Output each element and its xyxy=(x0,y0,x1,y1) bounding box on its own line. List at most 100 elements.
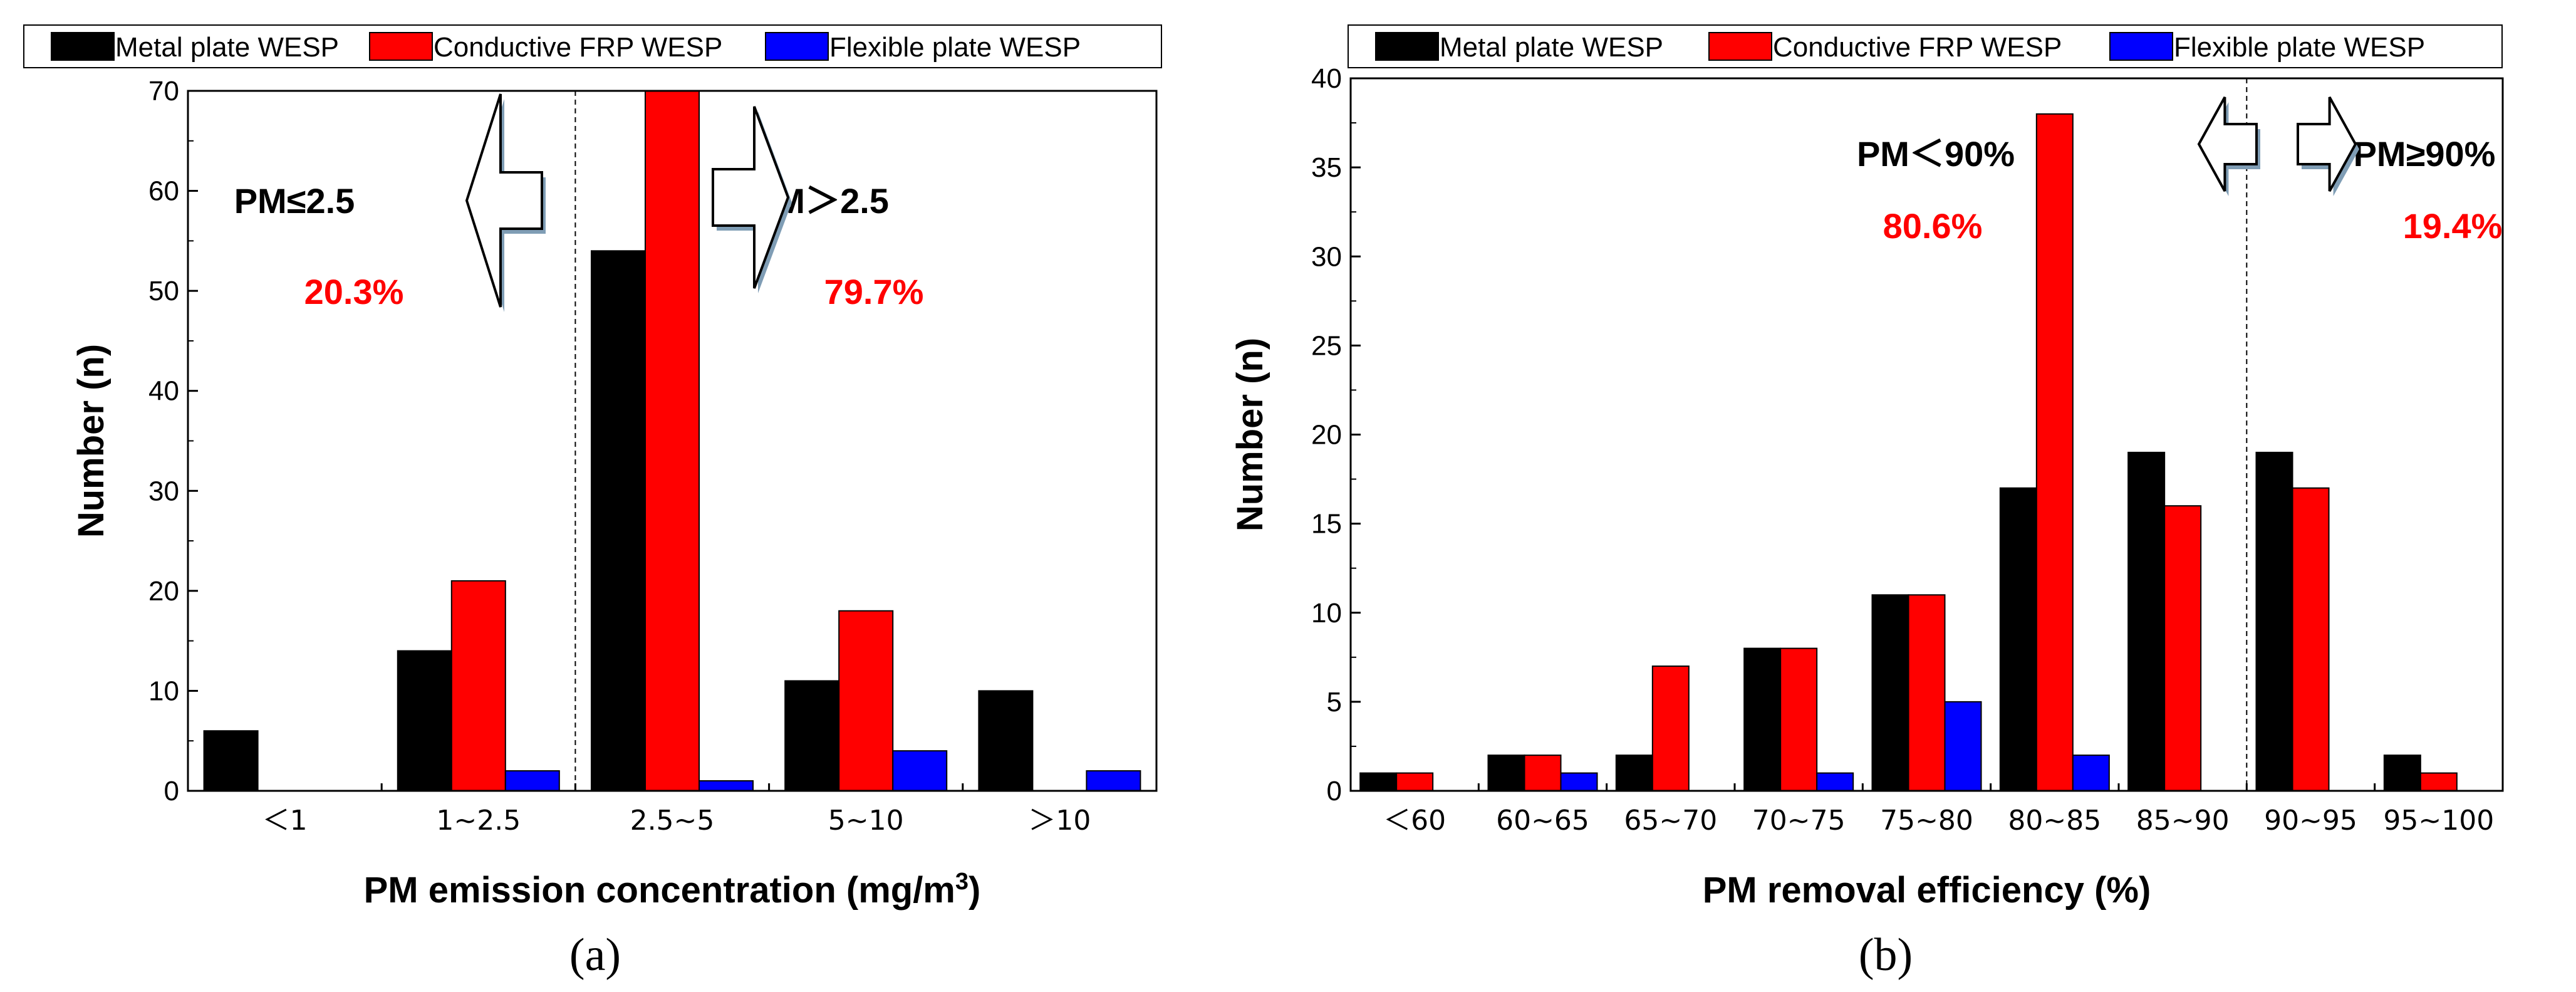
arrow-right-icon xyxy=(2297,97,2357,192)
bar-1-1-6 xyxy=(2164,505,2202,791)
annotation-left-percent: 20.3% xyxy=(304,272,404,311)
y-tick-label: 20 xyxy=(1311,420,1342,451)
legend-label-0: Metal plate WESP xyxy=(1440,32,1663,63)
bar-0-0-0 xyxy=(203,730,259,792)
y-tick-label: 30 xyxy=(148,476,179,506)
x-tick-label: 1~2.5 xyxy=(436,805,521,837)
arrow-right-icon xyxy=(712,106,790,289)
x-tick-label: ＜1 xyxy=(262,805,308,837)
bar-1-1-0 xyxy=(1396,772,1434,791)
y-tick-label: 0 xyxy=(1327,776,1342,807)
y-tick-label: 5 xyxy=(1327,687,1342,718)
bar-0-2-4 xyxy=(1086,770,1141,791)
x-tick-label: ＞10 xyxy=(1028,805,1091,837)
x-axis-label-text: PM emission concentration (mg/m xyxy=(364,870,955,911)
bar-1-1-1 xyxy=(1524,754,1562,792)
bar-0-1-2 xyxy=(645,90,700,791)
y-tick-label: 10 xyxy=(148,676,179,706)
legend-label-2: Flexible plate WESP xyxy=(2174,32,2425,63)
legend-label-2: Flexible plate WESP xyxy=(829,32,1081,63)
y-tick-label: 70 xyxy=(148,76,179,107)
x-tick-label: 80~85 xyxy=(2008,805,2101,837)
annotation-right-label: PM≥90% xyxy=(2354,134,2496,174)
y-axis-label: Number (n) xyxy=(71,344,112,538)
bar-0-0-4 xyxy=(978,690,1034,792)
bar-1-0-5 xyxy=(1999,487,2037,792)
y-tick-label: 30 xyxy=(1311,241,1342,272)
panel-caption: (b) xyxy=(1859,929,1913,981)
bar-1-0-4 xyxy=(1871,594,1909,791)
arrow-left-icon xyxy=(2197,97,2258,192)
x-tick-label: 5~10 xyxy=(828,805,904,837)
bar-0-0-2 xyxy=(591,250,646,792)
x-tick-label: 2.5~5 xyxy=(630,805,715,837)
x-axis-label-text: PM removal efficiency (%) xyxy=(1703,870,2151,911)
bar-0-1-3 xyxy=(838,610,894,791)
annotation-left-label: PM＜90% xyxy=(1857,134,2015,174)
bar-1-0-1 xyxy=(1487,754,1525,792)
x-tick-label: 90~95 xyxy=(2264,805,2357,837)
bar-1-2-1 xyxy=(1560,772,1598,791)
y-tick-label: 25 xyxy=(1311,330,1342,361)
legend-label-1: Conductive FRP WESP xyxy=(1773,32,2062,63)
legend-label-1: Conductive FRP WESP xyxy=(434,32,722,63)
annotation-right-percent: 19.4% xyxy=(2403,206,2503,246)
bar-1-0-2 xyxy=(1615,754,1653,792)
x-tick-label: 85~90 xyxy=(2136,805,2230,837)
y-tick-label: 50 xyxy=(148,276,179,306)
panel-caption: (a) xyxy=(569,929,621,981)
y-tick-label: 15 xyxy=(1311,509,1342,540)
y-tick-label: 40 xyxy=(148,376,179,407)
y-axis-label: Number (n) xyxy=(1230,338,1270,531)
chart-a: 0 10 20 30 40 50 60 70 ＜1 1~2.5 2.5~5 5~10 ＞10 Number… xyxy=(23,24,1162,981)
bar-0-2-2 xyxy=(699,780,754,791)
bar-1-1-4 xyxy=(1908,594,1946,791)
bar-1-2-5 xyxy=(2072,754,2110,792)
y-tick-label: 35 xyxy=(1311,152,1342,183)
x-axis-label-end: ) xyxy=(969,870,980,911)
x-tick-label: 65~70 xyxy=(1624,805,1717,837)
legend-swatch-0 xyxy=(51,32,115,61)
y-tick-label: 0 xyxy=(164,776,179,807)
bar-1-1-7 xyxy=(2292,487,2330,792)
legend-box xyxy=(1348,24,2503,68)
legend-swatch-2 xyxy=(2109,32,2173,61)
legend-swatch-1 xyxy=(369,32,433,61)
y-tick-label: 10 xyxy=(1311,598,1342,629)
annotation-left-percent: 80.6% xyxy=(1883,206,1983,246)
legend-box xyxy=(23,24,1162,68)
bar-0-2-1 xyxy=(504,770,560,791)
bar-1-2-3 xyxy=(1816,772,1854,791)
legend-swatch-0 xyxy=(1375,32,1439,61)
x-tick-label: ＜60 xyxy=(1383,805,1446,837)
bar-0-1-1 xyxy=(450,580,506,792)
annotation-right-percent: 79.7% xyxy=(824,272,924,311)
bar-1-0-3 xyxy=(1743,647,1782,791)
x-tick-label: 95~100 xyxy=(2383,805,2494,837)
bar-1-0-0 xyxy=(1359,772,1398,791)
bar-0-2-3 xyxy=(892,750,948,791)
x-tick-label: 75~80 xyxy=(1880,805,1973,837)
y-tick-label: 40 xyxy=(1311,63,1342,94)
x-axis-label: PM removal efficiency (%) xyxy=(1703,870,2151,911)
bar-0-0-1 xyxy=(397,650,452,791)
y-tick-label: 20 xyxy=(148,576,179,607)
annotation-left-label: PM≤2.5 xyxy=(234,181,355,221)
arrow-left-icon xyxy=(465,93,543,308)
bar-1-1-8 xyxy=(2419,772,2458,791)
bar-1-0-7 xyxy=(2255,451,2293,791)
bar-1-2-4 xyxy=(1944,701,1982,791)
chart-b: 0 5 10 15 20 25 30 35 40 ＜60 60~65 65~70 70~75 75~80 8… xyxy=(1230,24,2504,981)
bar-0-0-3 xyxy=(784,680,840,791)
x-tick-label: 70~75 xyxy=(1752,805,1846,837)
bar-1-0-8 xyxy=(2383,754,2421,792)
y-tick-label: 60 xyxy=(148,176,179,207)
x-tick-label: 60~65 xyxy=(1496,805,1589,837)
bar-1-1-5 xyxy=(2035,113,2074,792)
bar-1-1-2 xyxy=(1651,666,1690,792)
x-axis-label-sup: 3 xyxy=(955,869,969,895)
legend-swatch-1 xyxy=(1708,32,1772,61)
legend-swatch-2 xyxy=(765,32,829,61)
legend-label-0: Metal plate WESP xyxy=(115,32,339,63)
